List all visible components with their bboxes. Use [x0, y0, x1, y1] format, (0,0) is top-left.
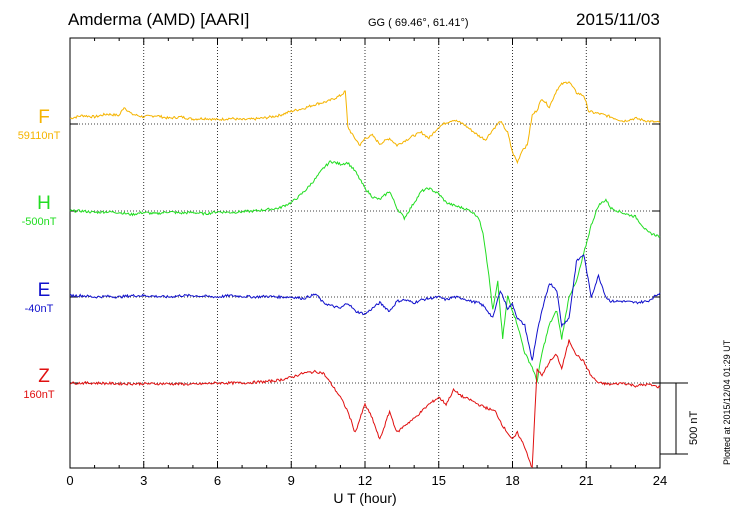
plotted-timestamp: Plotted at 2015/12/04 01:29 UT	[722, 339, 730, 465]
x-tick-label: 0	[66, 473, 73, 488]
component-label-E: E	[37, 280, 51, 301]
component-label-H: H	[37, 193, 51, 214]
x-tick-label: 15	[432, 473, 446, 488]
series-line-H	[69, 160, 661, 383]
date-label: 2015/11/03	[576, 10, 660, 29]
series-line-E	[69, 254, 661, 361]
component-label-Z: Z	[38, 366, 50, 387]
series-line-Z	[69, 339, 661, 469]
x-tick-label: 3	[140, 473, 147, 488]
baseline-label-H: -500nT	[21, 216, 57, 228]
x-tick-label: 21	[579, 473, 593, 488]
baseline-label-F: 59110nT	[17, 130, 61, 142]
x-axis-label: U T (hour)	[333, 490, 397, 506]
x-tick-label: 6	[214, 473, 221, 488]
x-tick-label: 18	[505, 473, 519, 488]
x-tick-label: 9	[288, 473, 295, 488]
x-tick-label: 24	[653, 473, 667, 488]
x-tick-label: 12	[358, 473, 372, 488]
station-title: Amderma (AMD) [AARI]	[68, 10, 250, 29]
geographic-coordinates: GG ( 69.46°, 61.41°)	[368, 17, 469, 29]
baseline-label-E: -40nT	[24, 303, 54, 315]
component-label-F: F	[38, 107, 50, 128]
scale-bar-label: 500 nT	[688, 410, 700, 445]
series-line-F	[69, 81, 661, 165]
baseline-label-Z: 160nT	[23, 389, 55, 401]
